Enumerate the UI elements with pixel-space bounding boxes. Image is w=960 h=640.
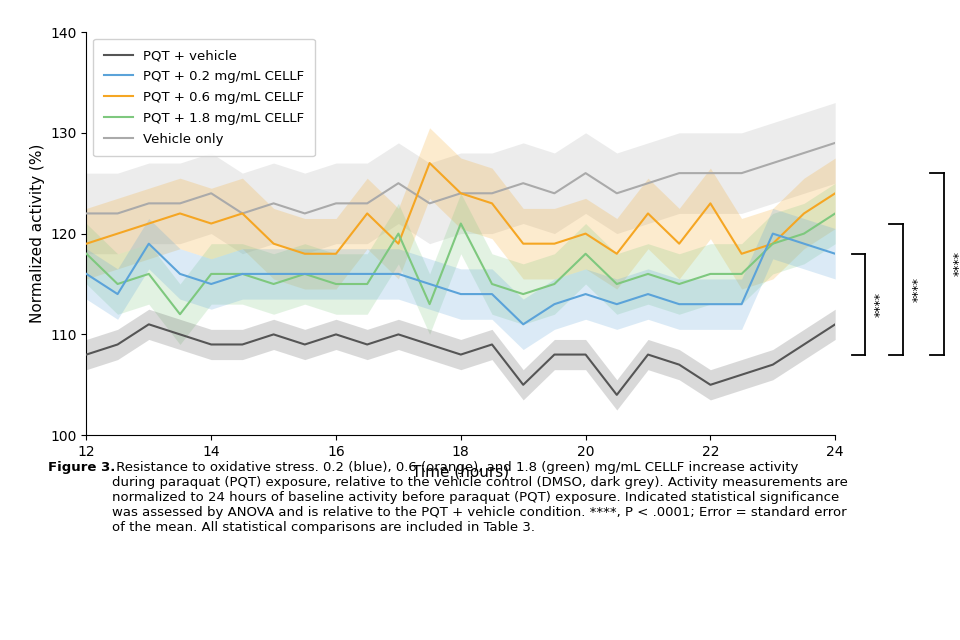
Text: ****: **** [912,276,924,301]
Legend: PQT + vehicle, PQT + 0.2 mg/mL CELLF, PQT + 0.6 mg/mL CELLF, PQT + 1.8 mg/mL CEL: PQT + vehicle, PQT + 0.2 mg/mL CELLF, PQ… [93,38,315,156]
Text: Figure 3.: Figure 3. [48,461,115,474]
Text: ****: **** [952,252,960,276]
Y-axis label: Normalized activity (%): Normalized activity (%) [30,144,44,323]
X-axis label: Time (hours): Time (hours) [412,465,510,479]
Text: ****: **** [875,292,887,317]
Text: Resistance to oxidative stress. 0.2 (blue), 0.6 (orange), and 1.8 (green) mg/mL : Resistance to oxidative stress. 0.2 (blu… [112,461,848,534]
